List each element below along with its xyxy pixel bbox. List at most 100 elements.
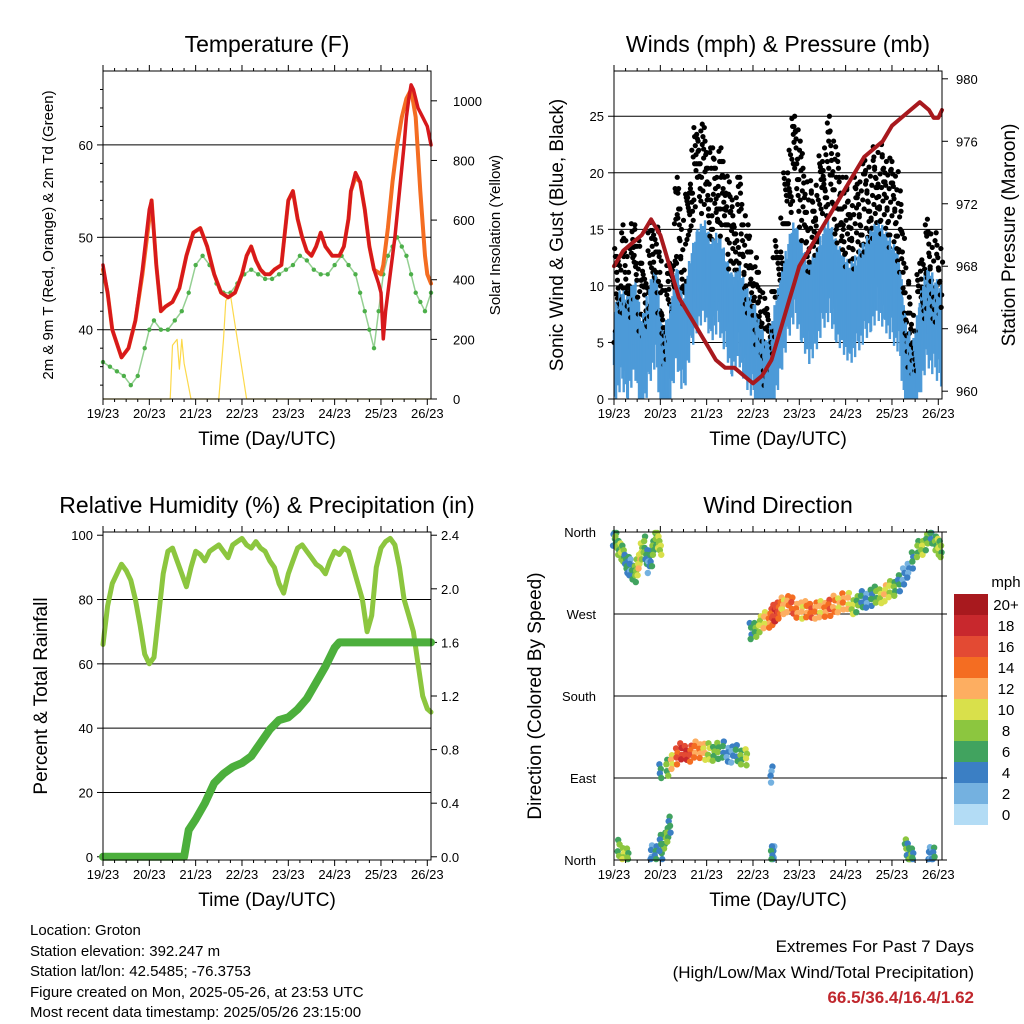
gust-point bbox=[857, 222, 863, 228]
y2-tick-label: 972 bbox=[956, 197, 978, 212]
y-tick-label: 50 bbox=[79, 230, 93, 245]
gust-point bbox=[883, 158, 890, 165]
direction-point bbox=[767, 779, 775, 786]
gust-point bbox=[811, 208, 817, 214]
direction-point bbox=[937, 553, 944, 561]
x-tick-label: 23/23 bbox=[783, 406, 816, 421]
gust-point bbox=[799, 150, 805, 157]
gust-point bbox=[931, 258, 937, 264]
gust-point bbox=[737, 174, 743, 180]
gust-point bbox=[622, 262, 628, 269]
legend-label: 4 bbox=[1002, 765, 1010, 782]
latlon-text: Station lat/lon: 42.5485; -76.3753 bbox=[30, 963, 252, 980]
direction-point bbox=[931, 853, 938, 861]
direction-point bbox=[793, 614, 800, 621]
direction-point bbox=[691, 742, 698, 750]
gust-point bbox=[788, 193, 794, 200]
gust-point bbox=[939, 259, 946, 265]
x-tick-label: 23/23 bbox=[783, 867, 816, 882]
y2-tick-label: 0 bbox=[453, 392, 460, 407]
x-tick-label: 20/23 bbox=[133, 867, 166, 882]
direction-point bbox=[914, 542, 921, 549]
gust-point bbox=[899, 256, 905, 262]
gust-point bbox=[751, 298, 757, 304]
gust-point bbox=[828, 181, 834, 187]
gust-point bbox=[752, 264, 758, 270]
x-tick-label: 25/23 bbox=[365, 867, 398, 882]
gust-point bbox=[885, 172, 891, 178]
direction-point bbox=[767, 772, 774, 779]
gust-point bbox=[880, 198, 886, 204]
x-tick-label: 25/23 bbox=[876, 867, 909, 882]
y-tick-label: 40 bbox=[79, 721, 93, 736]
gust-point bbox=[785, 178, 792, 184]
direction-point bbox=[664, 838, 671, 845]
y-tick-label: 5 bbox=[597, 335, 604, 350]
gust-point bbox=[701, 124, 707, 131]
y-tick-label: 10 bbox=[590, 279, 604, 294]
plot-frame bbox=[613, 70, 943, 400]
gust-point bbox=[634, 277, 640, 283]
gust-point bbox=[902, 290, 908, 296]
gust-point bbox=[906, 278, 912, 284]
gust-point bbox=[666, 286, 672, 292]
gust-point bbox=[842, 251, 848, 257]
gust-point bbox=[762, 295, 768, 301]
gust-point bbox=[834, 240, 840, 246]
gust-point bbox=[726, 266, 732, 272]
gust-point bbox=[740, 222, 746, 228]
direction-point bbox=[909, 565, 917, 572]
gust-point bbox=[635, 266, 641, 272]
gust-point bbox=[813, 223, 819, 229]
gust-point bbox=[787, 152, 794, 158]
gust-point bbox=[677, 206, 683, 212]
gust-point bbox=[721, 213, 728, 219]
y-tick-label: 60 bbox=[79, 138, 93, 153]
gust-point bbox=[883, 182, 889, 188]
y-tick-label: 0 bbox=[86, 850, 93, 865]
gust-point bbox=[816, 153, 822, 159]
gust-point bbox=[819, 210, 826, 217]
gust-point bbox=[864, 188, 870, 194]
direction-point bbox=[909, 854, 916, 861]
gust-point bbox=[866, 164, 872, 170]
gust-point bbox=[691, 197, 697, 203]
x-tick-label: 19/23 bbox=[87, 867, 120, 882]
legend-label: 2 bbox=[1002, 786, 1010, 803]
gust-point bbox=[860, 197, 866, 203]
gust-point bbox=[858, 188, 864, 194]
y2-tick-label: 960 bbox=[956, 384, 978, 399]
gust-point bbox=[698, 210, 705, 217]
legend-label: 0 bbox=[1002, 807, 1010, 824]
direction-point bbox=[827, 612, 834, 620]
gust-point bbox=[775, 260, 781, 266]
gust-point bbox=[794, 186, 800, 192]
gust-point bbox=[671, 221, 678, 227]
y2-tick-label: 1.2 bbox=[441, 689, 459, 704]
gust-point bbox=[734, 238, 740, 244]
gust-point bbox=[876, 206, 883, 212]
gust-point bbox=[721, 199, 727, 205]
direction-point bbox=[900, 581, 908, 588]
direction-point bbox=[844, 594, 852, 601]
legend-label: 16 bbox=[998, 639, 1015, 656]
gust-point bbox=[614, 269, 620, 275]
x-tick-label: 25/23 bbox=[365, 406, 398, 421]
x-tick-label: 24/23 bbox=[318, 867, 351, 882]
gust-point bbox=[830, 138, 837, 144]
gust-point bbox=[795, 127, 801, 133]
gust-point bbox=[624, 253, 630, 260]
legend-label: 14 bbox=[998, 660, 1015, 677]
gust-point bbox=[793, 136, 799, 142]
y2-axis-label: Station Pressure (Maroon) bbox=[999, 124, 1020, 347]
gust-point bbox=[849, 202, 855, 209]
gust-point bbox=[651, 259, 657, 265]
direction-point bbox=[775, 615, 782, 622]
gust-point bbox=[843, 217, 849, 223]
gust-point bbox=[637, 288, 643, 295]
gust-point bbox=[824, 195, 830, 201]
gust-point bbox=[859, 232, 865, 238]
gust-point bbox=[938, 245, 944, 252]
